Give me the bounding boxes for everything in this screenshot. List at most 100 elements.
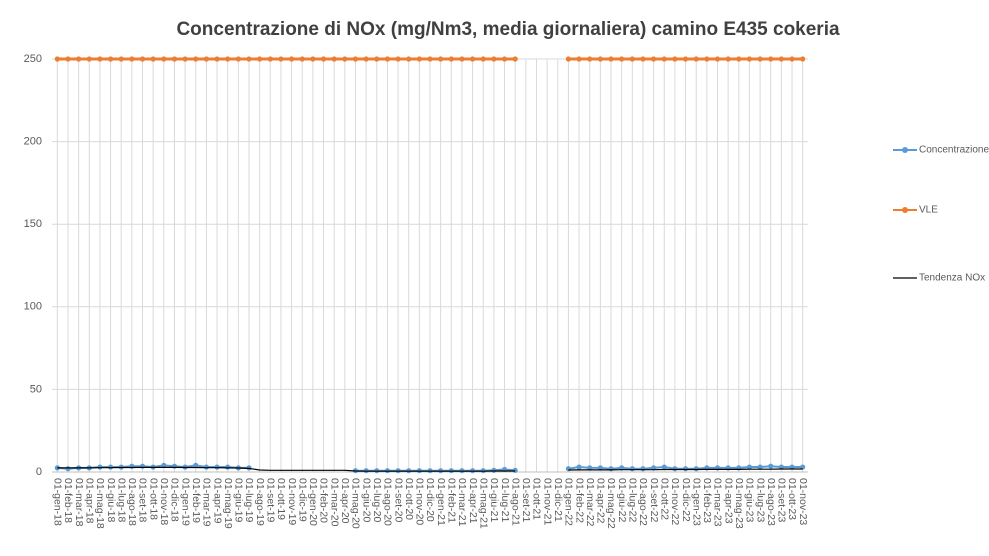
data-point (789, 56, 795, 62)
data-point (225, 56, 231, 62)
data-point (214, 56, 220, 62)
data-point (736, 56, 742, 62)
data-point (704, 56, 710, 62)
data-point (76, 56, 82, 62)
data-point (608, 466, 614, 472)
data-point (118, 56, 124, 62)
data-point (682, 56, 689, 62)
data-point (682, 466, 689, 472)
data-point (597, 465, 603, 471)
x-tick-label: 01-giu-20 (360, 478, 372, 523)
data-point (597, 56, 603, 62)
data-point (746, 56, 753, 62)
y-tick-label: 100 (24, 301, 42, 313)
data-point (288, 56, 295, 62)
data-point (299, 56, 305, 62)
x-tick-label: 01-giu-18 (105, 478, 117, 523)
x-tick-label: 01-set-19 (265, 478, 277, 523)
data-point (86, 56, 92, 62)
data-point (225, 464, 231, 470)
x-tick-label: 01-mag-20 (350, 478, 362, 529)
data-point (778, 56, 784, 62)
x-tick-label: 01-ott-19 (275, 478, 287, 520)
data-point (161, 462, 167, 468)
x-tick-label: 01-dic-19 (296, 478, 308, 522)
x-tick-label: 01-ago-18 (126, 478, 138, 526)
x-tick-label: 01-ott-18 (147, 478, 159, 520)
x-tick-label: 01-ago-21 (509, 478, 521, 526)
data-point (725, 56, 731, 62)
x-tick-label: 01-mar-23 (712, 478, 724, 527)
x-tick-label: 01-feb-18 (62, 478, 74, 523)
data-point (395, 56, 401, 62)
data-point (693, 466, 699, 472)
x-tick-label: 01-dic-22 (680, 478, 692, 522)
data-point (97, 464, 103, 470)
x-tick-label: 01-feb-22 (573, 478, 585, 523)
data-point (619, 56, 625, 62)
data-point (778, 464, 784, 470)
data-point (342, 56, 348, 62)
data-point (331, 56, 337, 62)
x-tick-label: 01-mag-21 (477, 478, 489, 529)
legend-label: Concentrazione NOx (mg/Nm3) (919, 145, 989, 156)
data-point (491, 467, 497, 473)
x-tick-label: 01-mar-18 (73, 478, 85, 527)
x-tick-label: 01-lug-20 (371, 478, 383, 523)
data-point (448, 56, 454, 62)
x-tick-label: 01-feb-23 (701, 478, 713, 523)
data-point (246, 56, 252, 62)
data-point (459, 56, 465, 62)
data-point (182, 56, 188, 62)
data-point (565, 56, 572, 62)
x-tick-label: 01-set-21 (520, 478, 532, 523)
x-tick-label: 01-apr-18 (83, 478, 95, 524)
legend-marker (902, 207, 908, 213)
x-tick-label: 01-dic-21 (552, 478, 564, 522)
data-point (416, 56, 422, 62)
x-tick-label: 01-gen-20 (307, 478, 319, 526)
data-point (203, 464, 209, 470)
series-line (57, 466, 803, 472)
x-tick-label: 01-mag-19 (222, 478, 234, 529)
data-point (139, 463, 146, 469)
x-tick-label: 01-apr-20 (339, 478, 351, 524)
x-tick-label: 01-giu-22 (616, 478, 628, 523)
x-tick-label: 01-ott-22 (658, 478, 670, 520)
data-point (693, 56, 699, 62)
data-point (310, 56, 316, 62)
data-point (768, 463, 774, 469)
data-point (363, 56, 369, 62)
x-tick-label: 01-giu-21 (488, 478, 500, 523)
x-tick-label: 01-gen-22 (563, 478, 575, 526)
x-tick-label: 01-feb-19 (190, 478, 202, 523)
data-point (427, 56, 433, 62)
x-tick-label: 01-nov-20 (414, 478, 426, 525)
data-point (278, 56, 284, 62)
x-tick-label: 01-ott-20 (403, 478, 415, 520)
x-tick-label: 01-lug-23 (754, 478, 766, 523)
data-point (203, 56, 209, 62)
data-point (714, 56, 721, 62)
data-point (384, 56, 391, 62)
x-tick-label: 01-ago-23 (765, 478, 777, 526)
x-tick-label: 01-apr-23 (722, 478, 734, 524)
y-tick-label: 50 (30, 383, 42, 395)
x-tick-label: 01-apr-21 (467, 478, 479, 524)
x-tick-label: 01-lug-18 (115, 478, 127, 523)
x-tick-label: 01-dic-20 (424, 478, 436, 522)
y-tick-label: 150 (24, 218, 42, 230)
data-point (107, 464, 114, 470)
x-tick-label: 01-mag-23 (733, 478, 745, 529)
x-tick-label: 01-nov-21 (541, 478, 553, 525)
x-tick-label: 01-mag-22 (605, 478, 617, 529)
data-point (512, 467, 518, 473)
x-tick-label: 01-mag-18 (94, 478, 106, 529)
data-point (193, 462, 199, 468)
legend-marker (902, 147, 908, 153)
x-tick-label: 01-giu-23 (744, 478, 756, 523)
data-point (629, 466, 635, 472)
data-point (257, 56, 263, 62)
data-point (171, 463, 178, 469)
